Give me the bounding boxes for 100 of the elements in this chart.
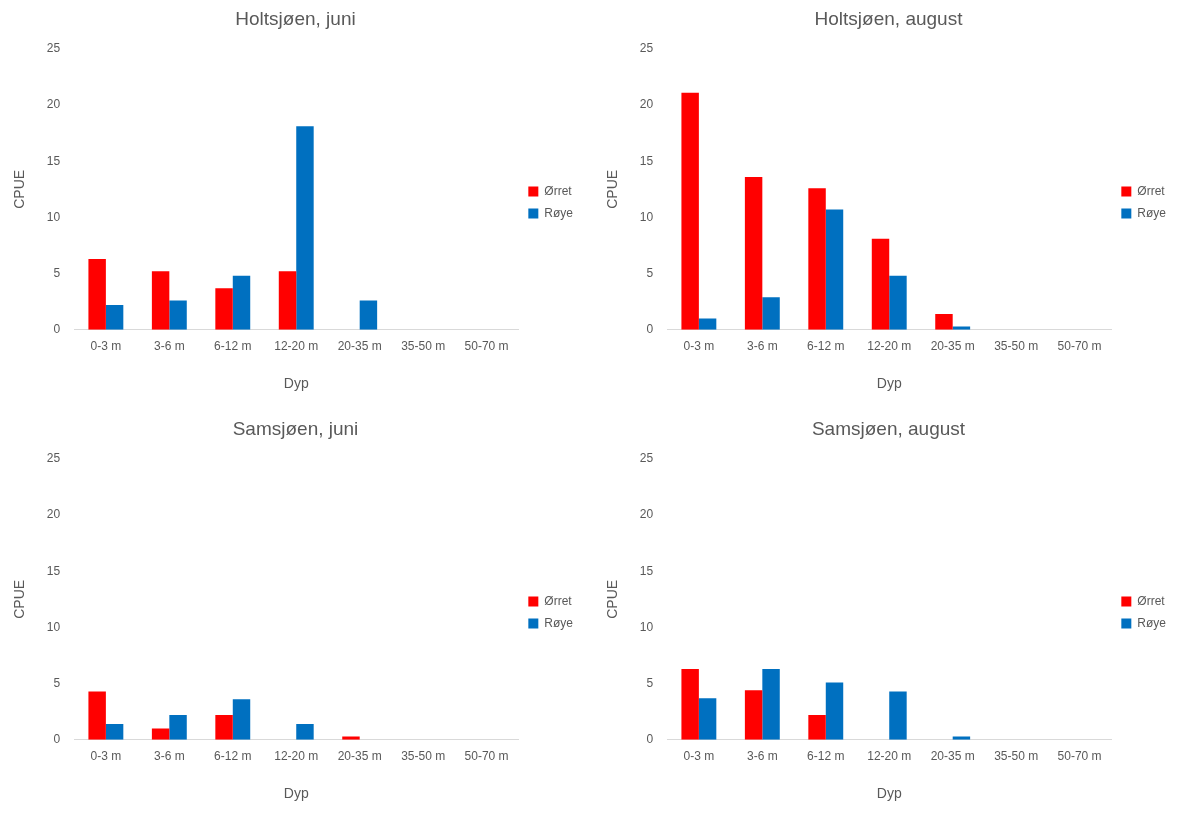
x-tick-label: 6-12 m [807, 749, 845, 764]
x-tick-label: 6-12 m [214, 339, 252, 354]
x-tick-label: 35-50 m [994, 339, 1039, 354]
bar [169, 715, 187, 740]
chart-title: Holtsjøen, august [814, 7, 964, 29]
x-tick-label: 6-12 m [807, 339, 845, 354]
bar [296, 126, 314, 330]
legend-label: Ørret [544, 593, 573, 608]
bar [808, 188, 826, 330]
bar [359, 300, 378, 330]
bar [681, 92, 699, 330]
y-tick-label: 25 [639, 41, 654, 56]
y-tick-label: 15 [46, 153, 61, 168]
bar [825, 682, 844, 740]
y-tick-label: 5 [646, 265, 654, 280]
y-tick-label: 0 [53, 322, 61, 337]
y-axis-title: CPUE [11, 579, 28, 619]
x-tick-label: 20-35 m [337, 339, 382, 354]
x-tick-label: 0-3 m [683, 339, 715, 354]
chart-title: Samsjøen, juni [232, 417, 359, 439]
bar [215, 288, 233, 330]
x-tick-label: 3-6 m [746, 749, 778, 764]
x-tick-label: 12-20 m [274, 339, 319, 354]
y-tick-label: 20 [639, 97, 654, 112]
y-tick-label: 10 [639, 209, 654, 224]
x-tick-label: 0-3 m [90, 339, 122, 354]
legend-label: Ørret [544, 183, 573, 198]
y-tick-label: 20 [46, 97, 61, 112]
x-tick-label: 50-70 m [1057, 339, 1102, 354]
x-tick-label: 12-20 m [867, 339, 912, 354]
y-tick-label: 0 [646, 322, 654, 337]
bar [871, 238, 890, 330]
chart-title: Samsjøen, august [811, 417, 966, 439]
chart-title: Holtsjøen, juni [235, 7, 356, 29]
y-tick-label: 25 [46, 41, 61, 56]
bar [88, 258, 106, 330]
bar [278, 271, 297, 330]
y-tick-label: 25 [639, 451, 654, 466]
y-tick-label: 15 [639, 153, 654, 168]
x-tick-label: 3-6 m [746, 339, 778, 354]
x-axis-title: Dyp [283, 785, 309, 802]
bar [88, 691, 106, 740]
bar [232, 699, 251, 740]
x-tick-label: 35-50 m [401, 749, 446, 764]
x-tick-label: 20-35 m [930, 749, 975, 764]
x-tick-label: 20-35 m [337, 749, 382, 764]
x-tick-label: 50-70 m [1057, 749, 1102, 764]
x-axis-title: Dyp [876, 785, 902, 802]
bar [698, 698, 717, 740]
bar [342, 736, 360, 740]
x-tick-label: 50-70 m [464, 339, 509, 354]
bar [744, 176, 763, 330]
bar [151, 271, 170, 330]
bar [296, 724, 314, 740]
bar [215, 715, 233, 740]
legend-label: Røye [1137, 205, 1167, 220]
bar [232, 275, 251, 330]
y-tick-label: 10 [46, 619, 61, 634]
x-tick-label: 6-12 m [214, 749, 252, 764]
legend-label: Ørret [1137, 593, 1166, 608]
x-axis-title: Dyp [876, 375, 902, 392]
y-tick-label: 25 [46, 451, 61, 466]
legend-label: Røye [544, 205, 574, 220]
y-tick-label: 0 [53, 732, 61, 747]
x-tick-label: 3-6 m [153, 339, 185, 354]
bar [808, 715, 826, 740]
x-tick-label: 3-6 m [153, 749, 185, 764]
y-tick-label: 20 [46, 507, 61, 522]
legend-label: Røye [1137, 615, 1167, 630]
bar [744, 690, 763, 740]
x-tick-label: 12-20 m [867, 749, 912, 764]
bar [681, 668, 699, 740]
bar [825, 209, 844, 330]
x-tick-label: 50-70 m [464, 749, 509, 764]
y-tick-label: 0 [646, 732, 654, 747]
x-tick-label: 35-50 m [401, 339, 446, 354]
y-tick-label: 15 [46, 563, 61, 578]
legend-label: Røye [544, 615, 574, 630]
x-axis-title: Dyp [283, 375, 309, 392]
x-tick-label: 0-3 m [90, 749, 122, 764]
y-tick-label: 10 [46, 209, 61, 224]
x-tick-label: 0-3 m [683, 749, 715, 764]
y-axis-title: CPUE [604, 579, 621, 619]
y-tick-label: 5 [53, 675, 61, 690]
y-axis-title: CPUE [604, 169, 621, 209]
bar [762, 668, 780, 740]
y-tick-label: 5 [646, 675, 654, 690]
bar [169, 300, 187, 330]
x-tick-label: 12-20 m [274, 749, 319, 764]
y-tick-label: 5 [53, 265, 61, 280]
bar [105, 305, 124, 330]
bar [889, 275, 907, 330]
bar [105, 724, 124, 740]
y-axis-title: CPUE [11, 169, 28, 209]
legend-label: Ørret [1137, 183, 1166, 198]
x-tick-label: 20-35 m [930, 339, 975, 354]
bar [762, 297, 780, 330]
y-tick-label: 10 [639, 619, 654, 634]
bar [889, 691, 907, 740]
bar [935, 314, 953, 330]
